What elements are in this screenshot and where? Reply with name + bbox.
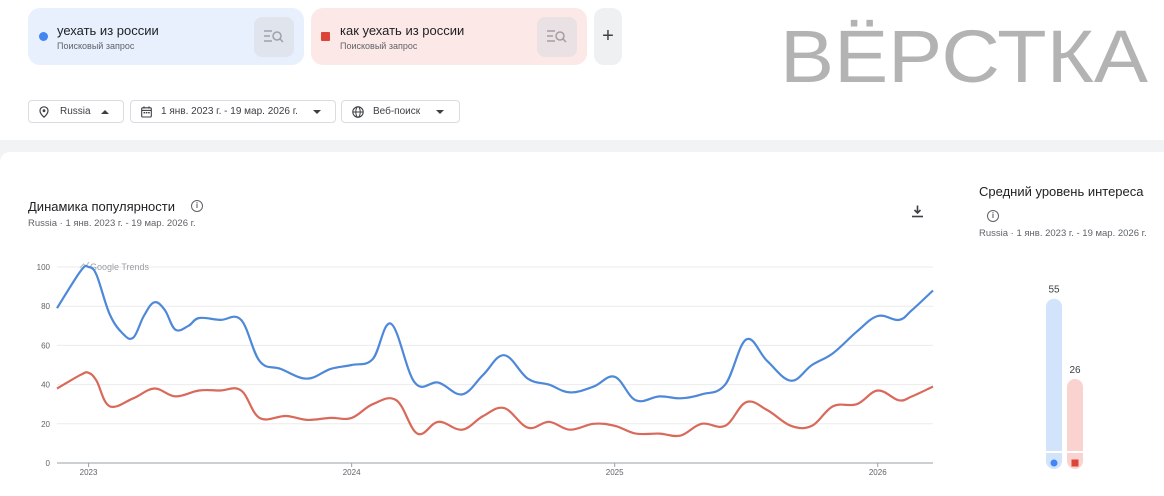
chevron-down-icon xyxy=(436,110,444,114)
series-line-1 xyxy=(56,264,934,403)
average-marker-1 xyxy=(1050,459,1058,467)
location-pin-icon xyxy=(39,106,49,118)
y-tick-label: 40 xyxy=(41,381,50,390)
info-icon[interactable]: i xyxy=(987,210,999,222)
term-2-type: Поисковый запрос xyxy=(340,41,418,51)
average-subtitle: Russia · 1 янв. 2023 г. - 19 мар. 2026 г… xyxy=(979,228,1147,239)
period-filter-label: 1 янв. 2023 г. - 19 мар. 2026 г. xyxy=(161,106,298,117)
x-tick-label: 2023 xyxy=(80,468,98,477)
x-tick-label: 2025 xyxy=(606,468,624,477)
term-1-type: Поисковый запрос xyxy=(57,41,135,51)
y-tick-label: 0 xyxy=(46,459,51,468)
term-2-color-dot xyxy=(321,32,330,41)
download-icon[interactable] xyxy=(910,204,925,219)
average-bar-1 xyxy=(1046,298,1062,469)
term-1-search-icon[interactable] xyxy=(254,17,294,57)
region-filter-label: Russia xyxy=(60,106,91,117)
average-marker-2 xyxy=(1071,459,1079,467)
add-term-button[interactable]: + xyxy=(594,8,622,65)
info-icon[interactable]: i xyxy=(191,200,203,212)
y-tick-label: 100 xyxy=(37,263,51,272)
chart-subtitle: Russia · 1 янв. 2023 г. - 19 мар. 2026 г… xyxy=(28,218,196,229)
x-tick-label: 2026 xyxy=(869,468,887,477)
chart-title: Динамика популярности xyxy=(28,199,175,214)
term-2-search-icon[interactable] xyxy=(537,17,577,57)
average-value-2: 26 xyxy=(1069,365,1081,376)
term-1-color-dot xyxy=(39,32,48,41)
region-filter[interactable]: Russia xyxy=(28,100,124,123)
caret-up-icon xyxy=(101,110,109,114)
y-tick-label: 80 xyxy=(41,302,50,311)
average-bar-2 xyxy=(1067,379,1083,469)
source-filter-label: Веб-поиск xyxy=(373,106,421,117)
calendar-icon xyxy=(141,106,152,118)
term-chip-2[interactable]: как уехать из россии Поисковый запрос xyxy=(311,8,587,65)
term-1-label: уехать из россии xyxy=(57,23,159,38)
average-bars: 55 26 xyxy=(1046,285,1083,469)
source-filter[interactable]: Веб-поиск xyxy=(341,100,460,123)
series-line-2 xyxy=(56,371,934,438)
chevron-down-icon xyxy=(313,110,321,114)
average-value-1: 55 xyxy=(1048,285,1060,296)
term-2-label: как уехать из россии xyxy=(340,23,465,38)
trend-chart: 0 20 40 60 80 100 2023 2024 2025 2026 Google Tre… xyxy=(37,261,934,477)
y-tick-label: 60 xyxy=(41,341,50,350)
verstka-logo: ВЁРСТКА xyxy=(780,15,1149,98)
y-tick-label: 20 xyxy=(41,420,50,429)
globe-icon xyxy=(352,106,364,118)
average-title: Средний уровень интереса xyxy=(979,184,1144,199)
term-chip-1[interactable]: уехать из россии Поисковый запрос xyxy=(28,8,304,65)
watermark-text: Google Trends xyxy=(90,262,150,272)
logo-text: ВЁРСТКА xyxy=(780,15,1149,98)
x-tick-label: 2024 xyxy=(343,468,361,477)
period-filter[interactable]: 1 янв. 2023 г. - 19 мар. 2026 г. xyxy=(130,100,336,123)
